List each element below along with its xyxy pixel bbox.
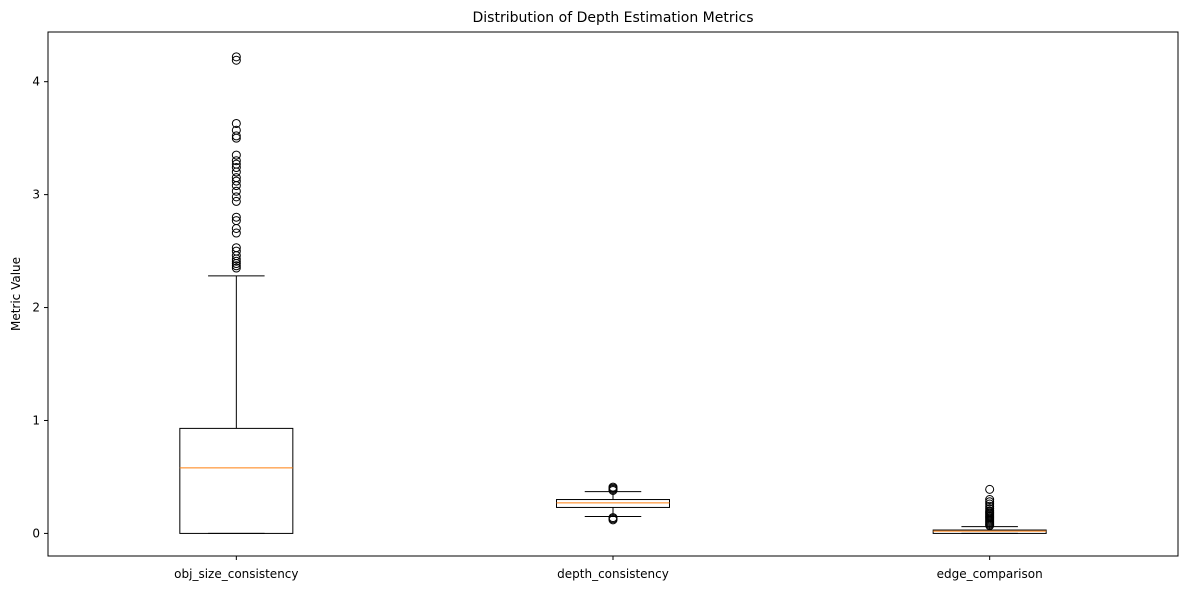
x-tick-label: depth_consistency	[557, 567, 669, 581]
outlier-point	[985, 495, 995, 505]
outlier-point	[231, 150, 241, 160]
x-tick-label: obj_size_consistency	[174, 567, 298, 581]
outlier-point	[231, 55, 241, 65]
outlier-point	[231, 186, 241, 196]
outlier-point	[231, 216, 241, 226]
y-axis-label: Metric Value	[9, 257, 23, 331]
box-iqr	[179, 427, 294, 534]
outlier-point	[231, 212, 241, 222]
outlier-point	[231, 192, 241, 202]
outlier-point	[231, 156, 241, 166]
box-group-obj_size_consistency	[179, 52, 294, 534]
box-group-edge_comparison	[932, 484, 1047, 534]
outlier-point	[231, 243, 241, 253]
outlier-point	[231, 196, 241, 206]
outlier-point	[231, 246, 241, 256]
outlier-point	[985, 499, 995, 509]
y-tick-label: 4	[32, 75, 40, 89]
y-tick-label: 0	[32, 526, 40, 540]
y-tick-label: 1	[32, 413, 40, 427]
outlier-point	[231, 228, 241, 238]
outlier-point	[231, 263, 241, 273]
y-tick-label: 3	[32, 188, 40, 202]
outlier-point	[985, 484, 995, 494]
outlier-point	[231, 125, 241, 135]
outlier-point	[608, 513, 618, 523]
outlier-point	[231, 118, 241, 128]
outlier-point	[231, 163, 241, 173]
outlier-point	[231, 224, 241, 233]
outlier-point	[231, 131, 241, 141]
outlier-point	[985, 497, 995, 507]
outlier-point	[985, 501, 995, 511]
y-tick-label: 2	[32, 301, 40, 315]
outlier-point	[231, 181, 241, 191]
outlier-point	[985, 504, 995, 514]
x-tick-label: edge_comparison	[937, 567, 1043, 581]
box-iqr	[556, 499, 670, 508]
outlier-point	[231, 52, 241, 62]
outlier-point	[985, 506, 995, 516]
outlier-point	[231, 256, 241, 266]
box-group-depth_consistency	[556, 482, 670, 525]
x-axis: obj_size_consistency depth_consistency edg…	[174, 556, 1043, 581]
outlier-point	[231, 167, 241, 177]
outlier-point	[231, 176, 241, 186]
outlier-point	[608, 482, 618, 492]
y-axis: 0 1 2 3 4	[32, 75, 48, 540]
chart-title: Distribution of Depth Estimation Metrics	[473, 10, 754, 26]
plot-frame	[47, 31, 1179, 557]
box-iqr	[932, 529, 1047, 534]
outlier-point	[231, 159, 241, 169]
outlier-point	[231, 261, 241, 271]
plot-area	[179, 52, 1047, 534]
outlier-point	[231, 173, 241, 183]
